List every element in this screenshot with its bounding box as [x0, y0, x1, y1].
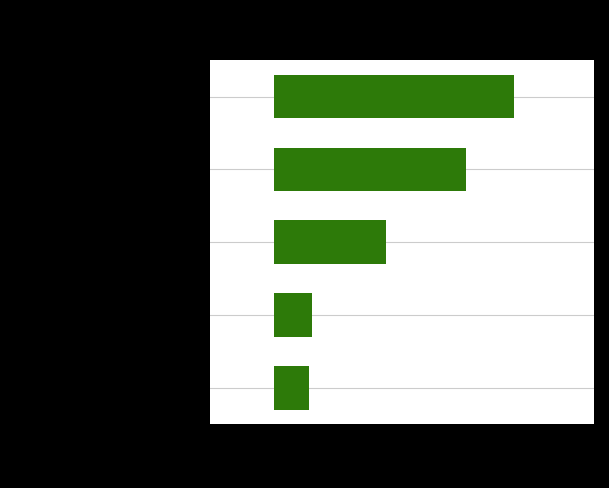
Bar	[274, 148, 466, 192]
Bar	[274, 221, 386, 264]
Bar	[274, 366, 309, 410]
Bar	[274, 76, 514, 119]
Bar	[274, 294, 312, 337]
